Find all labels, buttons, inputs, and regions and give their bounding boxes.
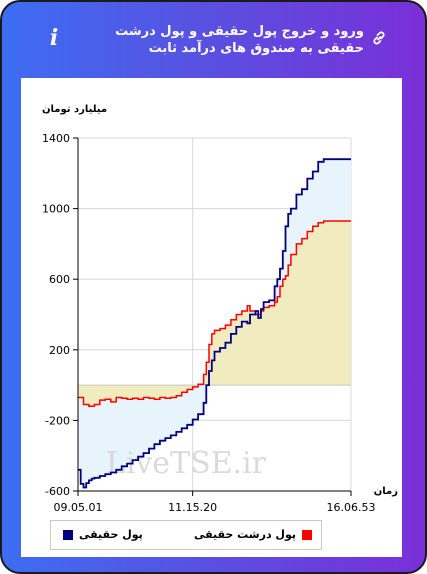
legend-swatch-big-real <box>302 530 312 540</box>
chart-legend: پول درشت حقیقی پول حقیقی <box>50 520 322 550</box>
legend-item-big-real[interactable]: پول درشت حقیقی <box>194 527 312 543</box>
chart-panel: LiveTSE.ir -600 -200 200 600 1000 1400 09.05.01… <box>21 78 402 557</box>
legend-label-big-real: پول درشت حقیقی <box>193 528 296 541</box>
y-tick-label-0: -600 <box>45 485 70 498</box>
series-area-real <box>78 159 351 488</box>
y-tick-label-4: 1000 <box>42 203 70 216</box>
y-axis-title: میلیارد تومان <box>42 104 107 115</box>
y-tick-label-2: 200 <box>49 344 70 357</box>
series-area-big-real <box>78 221 351 407</box>
chart-plot: LiveTSE.ir-600-2002006001000140009.05.01… <box>42 104 398 514</box>
legend-swatch-real <box>63 530 73 540</box>
legend-label-real: پول حقیقی <box>79 528 143 541</box>
series-line-real <box>78 158 351 489</box>
legend-item-real[interactable]: پول حقیقی <box>59 527 143 543</box>
x-tick-label-1: 11.15.20 <box>168 501 217 514</box>
y-tick-label-3: 600 <box>49 273 70 286</box>
series-line-big-real <box>78 220 351 408</box>
x-axis-title: زمان <box>374 486 398 497</box>
info-icon[interactable]: i <box>49 25 59 51</box>
link-icon[interactable] <box>371 30 387 46</box>
x-tick-label-2: 16.06.53 <box>327 501 376 514</box>
y-tick-label-1: -200 <box>45 414 70 427</box>
x-tick-label-0: 09.05.01 <box>54 501 103 514</box>
chart-title: ورود و خروج پول حقیقی و پول درشت حقیقی ب… <box>115 24 364 56</box>
y-tick-label-5: 1400 <box>42 132 70 145</box>
card-header: i ورود و خروج پول حقیقی و پول درشت حقیقی… <box>2 2 425 78</box>
